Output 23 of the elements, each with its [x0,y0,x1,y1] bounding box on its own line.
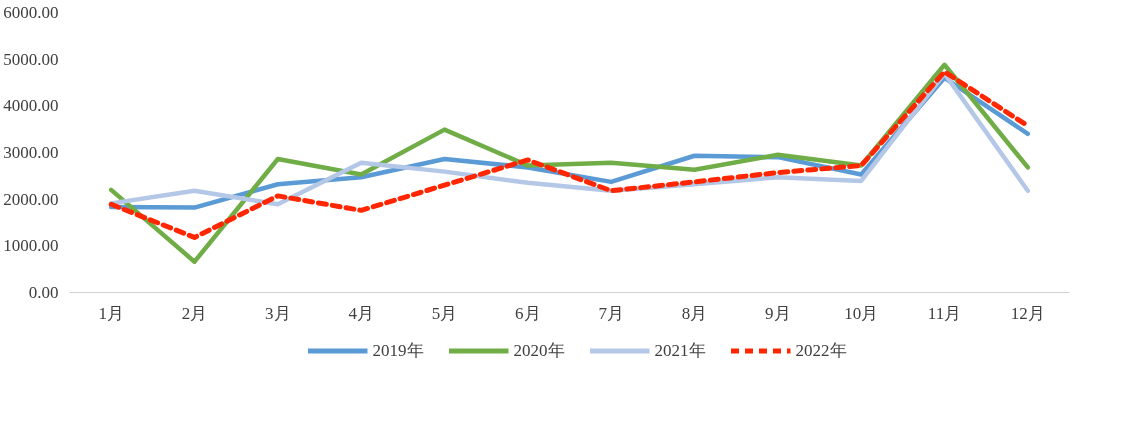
x-tick-label: 1月 [98,303,124,323]
x-tick-label: 11月 [927,303,962,323]
y-tick-label: 6000.00 [3,3,59,22]
y-tick-label: 3000.00 [3,143,59,162]
x-tick-label: 5月 [431,303,458,323]
x-tick-label: 12月 [1010,303,1045,323]
x-tick-label: 6月 [515,303,541,323]
x-tick-label: 10月 [844,303,879,323]
x-tick-label: 8月 [681,303,708,323]
x-tick-label: 7月 [598,303,624,323]
x-tick-label: 3月 [265,303,291,323]
x-tick-label: 9月 [765,303,791,323]
x-tick-label: 4月 [348,303,374,323]
y-tick-label: 0.00 [28,283,59,302]
y-tick-label: 2000.00 [3,189,59,209]
x-tick-label: 2月 [181,303,208,323]
y-tick-label: 1000.00 [3,236,59,256]
legend-label: 2022年 [795,339,847,362]
legend-label: 2019年 [372,339,424,362]
y-tick-label: 5000.00 [3,49,59,69]
legend-label: 2020年 [513,339,565,362]
legend-label: 2021年 [654,339,706,362]
y-tick-label: 4000.00 [3,96,59,116]
